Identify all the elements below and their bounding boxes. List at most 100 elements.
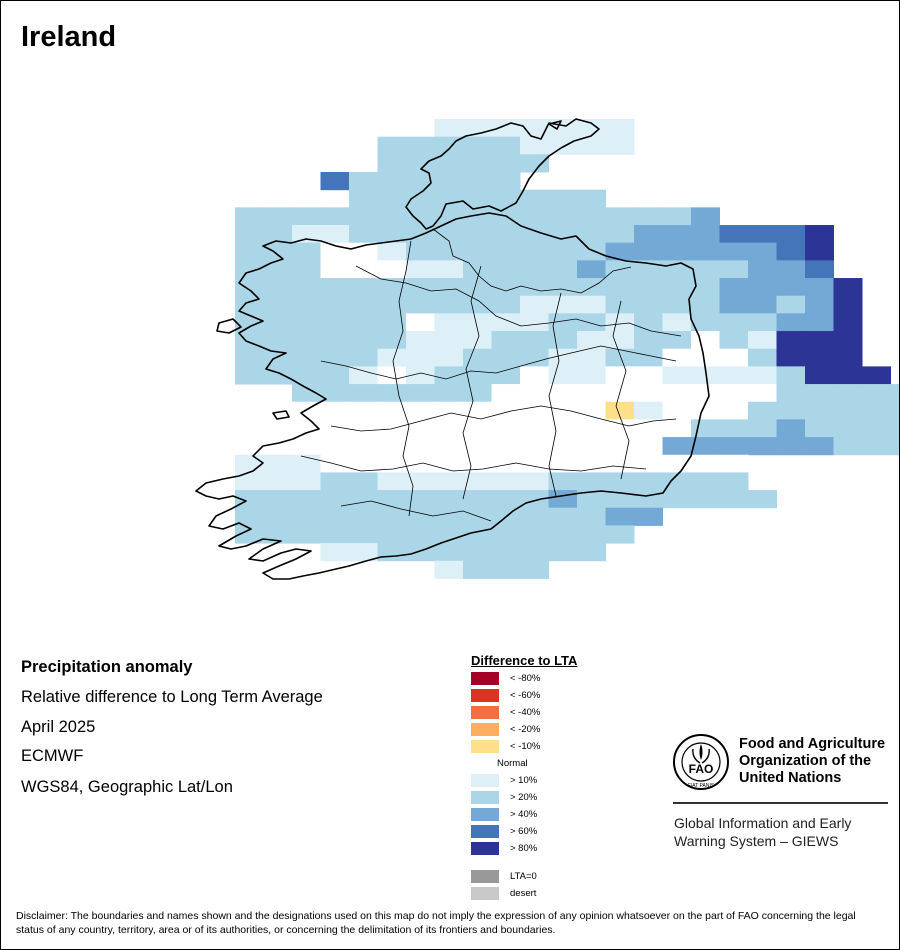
grid-cell [434,295,464,314]
grid-cell [634,331,663,350]
grid-cell [577,331,606,350]
grid-cell [548,189,578,208]
grid-cell [292,313,321,332]
grid-cell [776,295,806,314]
legend-label: Normal [497,758,528,769]
grid-cell [406,207,435,226]
grid-cell [520,313,549,332]
grid-cell [434,172,464,191]
grid-cell [719,419,749,438]
grid-cell [691,348,720,367]
grid-cell [434,225,464,244]
grid-cell [320,295,350,314]
grid-cell [634,278,663,297]
grid-cell [406,331,435,350]
grid-cell [748,437,777,456]
grid-cell [235,348,264,367]
grid-cell [548,419,578,438]
grid-cell [605,313,635,332]
grid-cell [406,437,435,456]
grid-cell [520,366,549,385]
grid-cell [833,437,863,456]
grid-cell [605,207,635,226]
grid-cell [434,490,464,509]
grid-cell [577,207,606,226]
grid-cell [434,207,464,226]
grid-cell [349,454,378,473]
grid-cell [691,366,720,385]
grid-cell [349,543,378,562]
grid-cell [491,313,521,332]
grid-cell [235,525,264,544]
grid-cell [434,525,464,544]
grid-cell [463,207,492,226]
grid-cell [463,225,492,244]
grid-cell [805,401,834,420]
grid-cell [434,507,464,526]
grid-cell [434,260,464,279]
grid-cell [748,242,777,261]
disclaimer: Disclaimer: The boundaries and names sho… [16,910,856,936]
grid-cell [691,454,720,473]
grid-cell [662,331,692,350]
grid-cell [862,437,891,456]
grid-cell [320,525,350,544]
grid-cell [890,384,899,403]
grid-cell [349,278,378,297]
grid-cell [691,242,720,261]
grid-cell [406,278,435,297]
grid-cell [434,242,464,261]
grid-cell [719,260,749,279]
grid-cell [833,278,863,297]
grid-cell [320,401,350,420]
county-boundary [462,265,482,500]
grid-cell [377,313,407,332]
legend-swatch [471,723,499,736]
grid-cell [662,437,692,456]
grid-cell [605,348,635,367]
grid-cell [235,242,264,261]
fao-organization-name: Food and Agriculture Organization of the… [739,736,886,786]
grid-cell [491,225,521,244]
county-boundary [548,292,562,497]
grid-cell [377,136,407,155]
grid-cell [805,384,834,403]
grid-cell [548,437,578,456]
grid-cell [491,154,521,173]
grid-cell [491,401,521,420]
grid-cell [491,278,521,297]
grid-cell [491,136,521,155]
grid-cell [463,348,492,367]
grid-cell [577,260,606,279]
grid-cell [805,437,834,456]
grid-cell [349,172,378,191]
grid-cell [263,225,293,244]
grid-cell [463,242,492,261]
grid-cell [491,490,521,509]
grid-cell [406,260,435,279]
grid-cell [634,384,663,403]
grid-cell [605,525,635,544]
grid-cell [320,419,350,438]
grid-cell [719,225,749,244]
grid-cell [463,136,492,155]
legend-label: > 60% [510,826,538,837]
grid-cell [349,472,378,491]
grid-cell [434,543,464,562]
county-boundary [300,455,647,472]
grid-cell [406,507,435,526]
grid-cell [349,207,378,226]
grid-cell [320,384,350,403]
grid-cell [577,189,606,208]
grid-cell [377,437,407,456]
grid-cell [776,366,806,385]
grid-cell [349,189,378,208]
legend-swatch [471,791,499,804]
fao-logo-icon: FAO FIAT PANIS [673,734,729,790]
legend-swatch [471,808,499,821]
grid-cell [691,490,720,509]
grid-cell [292,207,321,226]
legend-label: LTA=0 [510,871,537,882]
grid-cell [406,525,435,544]
info-period: April 2025 [21,718,96,736]
